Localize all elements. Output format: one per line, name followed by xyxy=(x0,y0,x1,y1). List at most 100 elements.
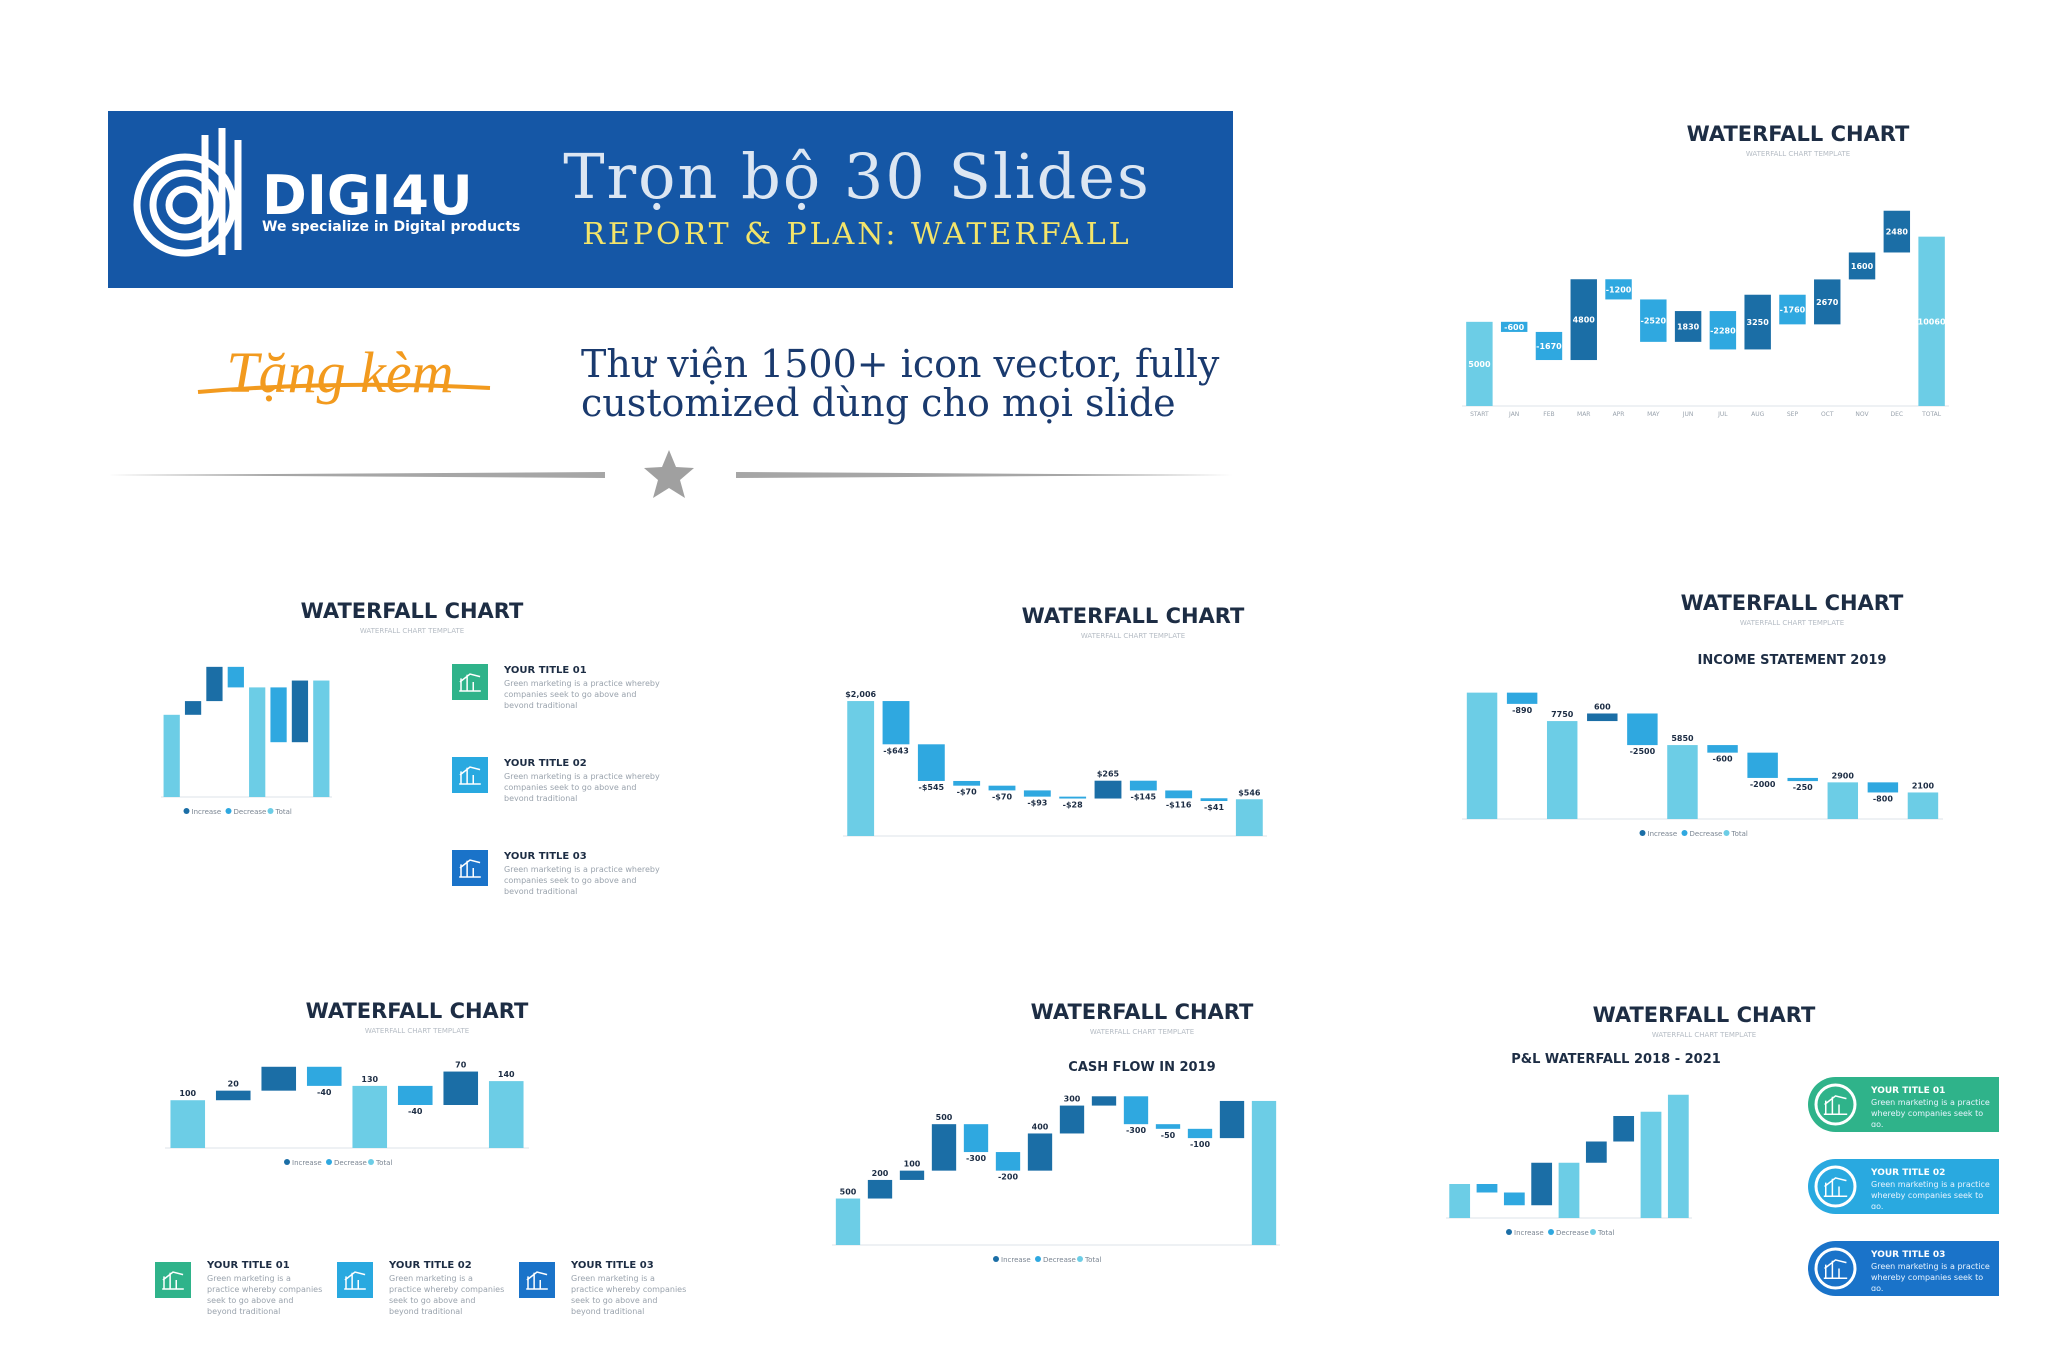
data-label: 1600 xyxy=(1851,262,1874,271)
bar xyxy=(1023,790,1051,797)
legend-label: Total xyxy=(375,1159,392,1167)
data-label: -$545 xyxy=(919,783,945,792)
data-label: -100 xyxy=(1190,1140,1210,1149)
legend-label: Total xyxy=(1084,1256,1101,1264)
data-label: 100 xyxy=(179,1089,196,1098)
legend-swatch xyxy=(1506,1229,1512,1235)
item-title: YOUR TITLE 01 xyxy=(1870,1086,1945,1096)
legend-label: Total xyxy=(1731,830,1748,838)
item-text: Green marketing is a practice whereby co… xyxy=(504,679,660,708)
bar xyxy=(1814,279,1841,325)
bar xyxy=(1585,1141,1607,1163)
data-label: 200 xyxy=(872,1169,889,1178)
data-label: -1760 xyxy=(1780,306,1806,315)
item-icon xyxy=(337,1262,373,1298)
data-label: 20 xyxy=(228,1080,240,1089)
data-label: $265 xyxy=(1097,770,1120,779)
item-glyph xyxy=(459,859,481,878)
x-tick-label: DEC xyxy=(1891,411,1904,418)
divider xyxy=(736,472,1233,478)
data-label: -2520 xyxy=(1641,317,1667,326)
bar xyxy=(1907,792,1939,819)
data-label: -50 xyxy=(1161,1131,1176,1140)
x-tick-label: JAN xyxy=(1508,411,1519,418)
item-text-box: Green marketing is a practice whereby co… xyxy=(504,865,660,894)
bar xyxy=(1506,692,1538,704)
data-label: $546 xyxy=(1238,788,1261,797)
data-label: $2,006 xyxy=(845,690,876,699)
bar xyxy=(1059,796,1087,799)
bar xyxy=(352,1085,388,1148)
item-text: Green marketing is a practice whereby co… xyxy=(504,772,660,801)
legend-swatch xyxy=(284,1159,290,1165)
bar xyxy=(1640,299,1667,342)
bar xyxy=(1165,790,1193,799)
slide-title: WATERFALL CHART xyxy=(1681,591,1904,615)
item-title: YOUR TITLE 02 xyxy=(1870,1168,1945,1178)
bar xyxy=(227,666,244,688)
data-label: -1200 xyxy=(1606,285,1632,294)
bar xyxy=(249,687,266,797)
data-label: 600 xyxy=(1594,702,1611,711)
item-title: YOUR TITLE 03 xyxy=(503,851,587,862)
bar xyxy=(835,1198,861,1245)
data-label: -40 xyxy=(317,1088,332,1097)
legend-label: Decrease xyxy=(334,1159,367,1167)
logo-text: DIGI4U xyxy=(262,164,473,227)
bar xyxy=(1251,1100,1277,1245)
item-text-box: Green marketing is a practice whereby co… xyxy=(1871,1262,1990,1291)
item-text: Green marketing is a practice whereby co… xyxy=(1871,1098,1990,1127)
slide-subtitle: WATERFALL CHART TEMPLATE xyxy=(1081,632,1185,640)
data-label: 7750 xyxy=(1551,710,1574,719)
bar xyxy=(1848,252,1876,280)
bar xyxy=(206,666,223,702)
item-icon xyxy=(1814,1247,1857,1290)
item-text-box: Green marketing is a practice whereby co… xyxy=(571,1274,686,1316)
legend-swatch xyxy=(267,808,274,814)
x-tick-label: FEB xyxy=(1543,411,1554,418)
bar xyxy=(1570,279,1597,361)
data-label: 5000 xyxy=(1468,360,1491,369)
logo-mark xyxy=(133,128,242,257)
data-label: -2000 xyxy=(1750,780,1776,789)
item-text-box: Green marketing is a practice whereby co… xyxy=(1871,1098,1990,1127)
item-glyph xyxy=(459,673,481,692)
bar xyxy=(1918,236,1945,406)
item-card xyxy=(1808,1077,1999,1132)
bar xyxy=(963,1124,989,1153)
gift-line: customized dùng cho mọi slide xyxy=(581,381,1176,425)
data-label: -$70 xyxy=(992,792,1012,801)
bar xyxy=(1094,780,1122,799)
item-glyph xyxy=(162,1271,184,1290)
bar xyxy=(443,1071,479,1105)
legend-label: Increase xyxy=(192,808,222,816)
bar xyxy=(1587,713,1618,722)
bar xyxy=(1747,752,1778,778)
bar xyxy=(1503,1192,1525,1206)
bar xyxy=(1827,782,1859,819)
data-label: 2100 xyxy=(1912,781,1935,790)
item-glyph xyxy=(526,1271,548,1290)
legend-label: Increase xyxy=(1514,1229,1544,1237)
legend-swatch xyxy=(1723,830,1730,836)
bar xyxy=(1027,1133,1053,1171)
x-tick-label: JUL xyxy=(1717,411,1728,418)
data-label: 400 xyxy=(1032,1122,1049,1131)
data-label: 130 xyxy=(361,1075,378,1084)
bar xyxy=(1466,692,1498,819)
slide-heading: CASH FLOW IN 2019 xyxy=(1068,1060,1215,1075)
data-label: -300 xyxy=(966,1154,986,1163)
data-label: 2900 xyxy=(1832,771,1855,780)
bar xyxy=(995,1152,1021,1171)
data-label: -890 xyxy=(1512,706,1532,715)
data-label: -600 xyxy=(1713,755,1733,764)
slide-subtitle: WATERFALL CHART TEMPLATE xyxy=(1652,1031,1756,1039)
bar xyxy=(1640,1111,1662,1218)
item-glyph xyxy=(344,1271,366,1290)
bar xyxy=(1091,1096,1117,1106)
legend-swatch xyxy=(993,1256,999,1262)
banner-subtitle: REPORT & PLAN: WATERFALL xyxy=(582,217,1131,252)
bar xyxy=(1531,1162,1553,1206)
bar xyxy=(1558,1162,1580,1218)
data-label: 5850 xyxy=(1671,734,1694,743)
